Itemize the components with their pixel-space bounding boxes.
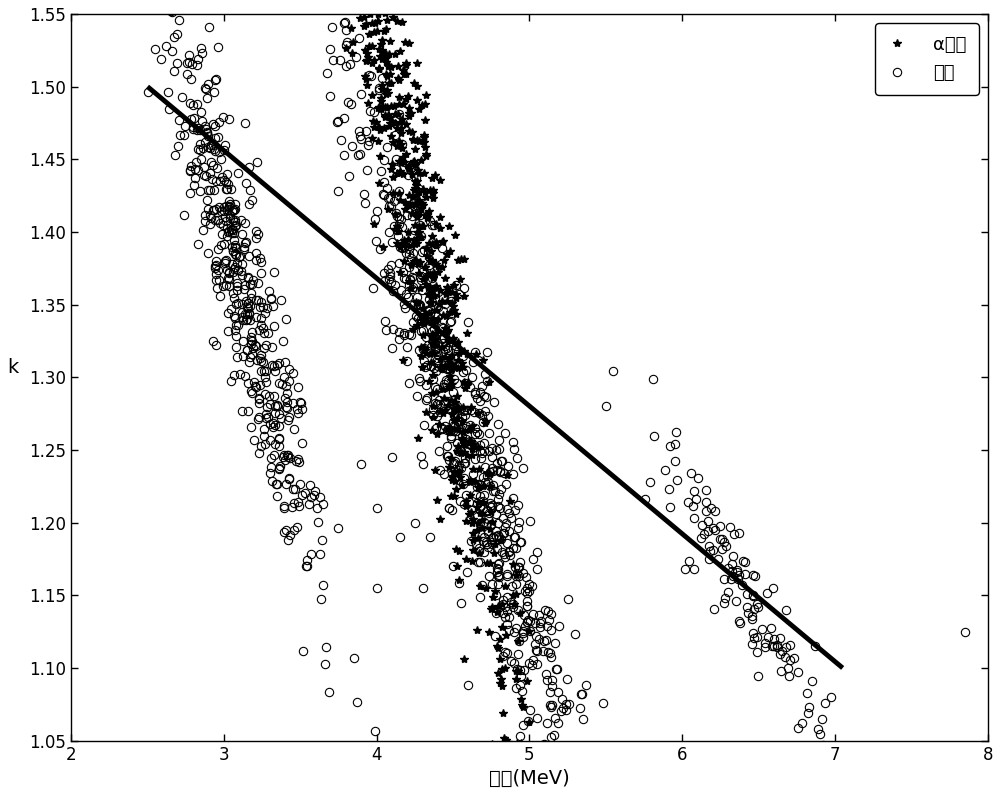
X-axis label: 能量(MeV): 能量(MeV) bbox=[489, 769, 570, 788]
Y-axis label: k: k bbox=[7, 359, 18, 378]
Legend: α粒子, 质子: α粒子, 质子 bbox=[875, 23, 979, 95]
